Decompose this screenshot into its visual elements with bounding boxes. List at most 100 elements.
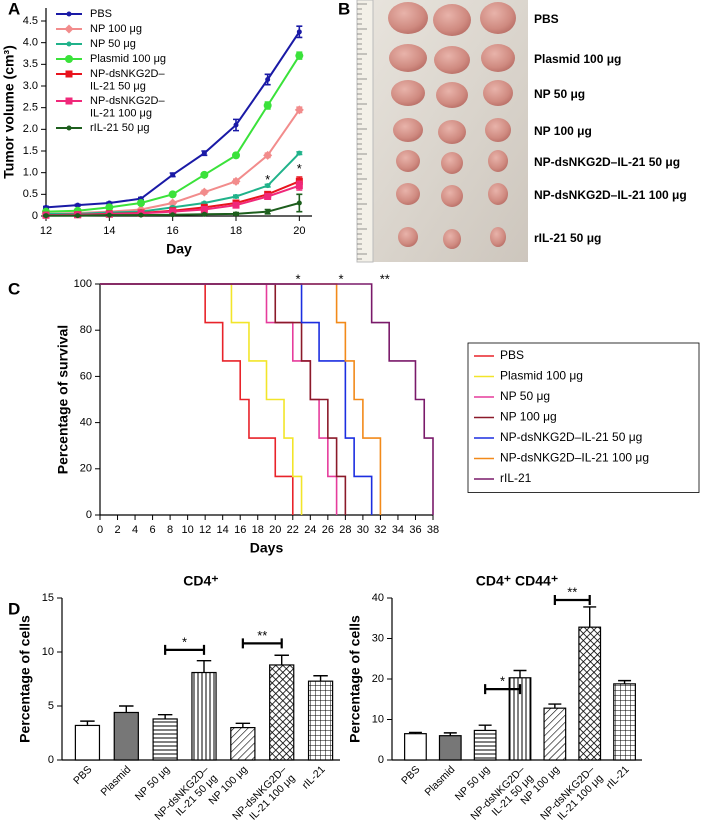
tumor (433, 4, 471, 36)
error-bar (80, 720, 95, 726)
error-bar (119, 705, 134, 713)
error-bar (478, 724, 492, 731)
y-axis-title: Percentage of survival (55, 325, 71, 474)
marker (75, 202, 81, 208)
marker (105, 203, 114, 212)
tumor (388, 2, 428, 34)
x-tick-label: 4 (132, 524, 138, 536)
y-tick-label: 0 (48, 754, 54, 766)
marker (263, 101, 272, 110)
error-bar (313, 675, 328, 682)
bar (473, 729, 497, 761)
tumor (481, 44, 515, 72)
x-tick-label: Plasmid (422, 763, 457, 798)
x-tick-label: 0 (97, 524, 103, 536)
y-axis-title: Percentage of cells (347, 615, 363, 743)
marker (264, 193, 272, 200)
tumor (488, 183, 508, 205)
error-bar (583, 606, 597, 628)
bar (269, 664, 295, 761)
x-tick-label: rIL-21 (300, 763, 328, 791)
marker (295, 182, 303, 190)
bar (543, 707, 567, 761)
bar (613, 683, 636, 761)
tumor (490, 227, 506, 247)
y-tick-label: 1.0 (23, 167, 38, 179)
marker (265, 183, 271, 189)
x-tick-label: 16 (234, 524, 246, 536)
tumor (483, 80, 513, 106)
x-tick-label: 18 (252, 524, 264, 536)
marker (106, 212, 112, 218)
y-tick-label: 3.5 (23, 58, 38, 70)
panel-letter: C (8, 279, 20, 298)
marker (232, 151, 240, 160)
survival-curve (100, 283, 382, 515)
bar (74, 724, 101, 761)
tumor (391, 80, 425, 106)
y-tick-label: 15 (42, 592, 54, 604)
marker (199, 187, 209, 197)
marker (201, 150, 207, 156)
x-tick-label: rIL-21 (604, 763, 632, 791)
significance-label: * (500, 674, 505, 689)
y-tick-label: 0 (86, 509, 92, 521)
y-tick-label: 1.5 (23, 145, 38, 157)
marker (200, 170, 209, 179)
x-tick-label: PBS (71, 764, 94, 787)
marker (168, 198, 178, 208)
y-tick-label: 10 (372, 713, 384, 725)
survival-curve (100, 283, 294, 515)
marker (265, 209, 271, 215)
legend-label: NP-dsNKG2D–IL-21 50 μg (500, 430, 642, 444)
x-tick-label: 12 (199, 524, 211, 536)
marker (233, 122, 239, 128)
x-tick-label: 34 (392, 524, 404, 536)
series-line (45, 31, 301, 209)
y-tick-label: 20 (80, 463, 92, 475)
legend-marker (64, 24, 74, 34)
annotation: * (297, 161, 302, 176)
significance-bracket (484, 684, 522, 695)
x-tick-label: 14 (217, 524, 229, 536)
x-tick-label: 14 (103, 225, 115, 237)
marker (295, 51, 304, 60)
y-tick-label: 2.5 (23, 102, 38, 114)
marker (137, 199, 145, 207)
y-tick-label: 80 (80, 324, 92, 336)
panel-letter: D (8, 599, 20, 618)
significance-bracket (241, 638, 283, 649)
panel-letter: A (8, 0, 20, 18)
tumor (441, 185, 463, 207)
annotation: * (296, 271, 301, 286)
error-bar (196, 659, 212, 673)
photo-label: NP 100 μg (534, 124, 592, 138)
x-tick-label: PBS (399, 764, 422, 787)
significance-bracket (164, 644, 206, 655)
legend-label: PBS (90, 8, 112, 20)
marker (75, 213, 81, 219)
chart-title: CD4⁺ (183, 573, 218, 589)
x-tick-label: 24 (304, 524, 316, 536)
tumor (396, 150, 420, 172)
legend-box (467, 342, 700, 493)
error-bar (513, 669, 527, 678)
marker (200, 206, 208, 213)
legend-label: Plasmid 100 μg (90, 53, 166, 65)
y-tick-label: 0.5 (23, 188, 38, 200)
legend-marker (65, 55, 73, 63)
legend-label: NP-dsNKG2D–IL-21 50 μg (90, 68, 165, 93)
significance-label: ** (567, 584, 577, 599)
legend-label: rIL-21 (500, 471, 532, 485)
marker (43, 213, 49, 219)
marker (296, 29, 302, 35)
legend-label: NP-dsNKG2D–IL-21 100 μg (90, 95, 165, 120)
marker (233, 194, 239, 199)
x-tick-label: 32 (374, 524, 386, 536)
legend-marker (66, 125, 72, 131)
legend-label: NP 50 μg (90, 38, 136, 50)
x-axis-title: Day (166, 241, 192, 257)
panel-letter: B (338, 0, 350, 18)
y-tick-label: 100 (74, 278, 92, 290)
